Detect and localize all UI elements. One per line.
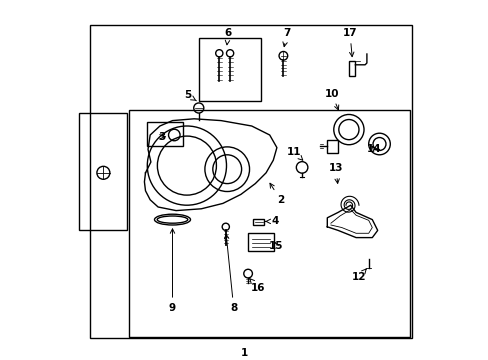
Bar	[253, 219, 264, 225]
Text: 9: 9	[168, 229, 176, 313]
Text: 14: 14	[366, 144, 381, 154]
Bar	[89, 25, 411, 338]
Text: 10: 10	[324, 89, 338, 110]
Bar	[326, 140, 337, 153]
Text: 4: 4	[265, 216, 278, 226]
Bar	[129, 110, 409, 337]
Text: 15: 15	[268, 241, 283, 251]
Text: 1: 1	[241, 348, 247, 358]
Bar	[199, 38, 260, 101]
Bar	[348, 61, 355, 76]
Text: 16: 16	[249, 278, 265, 293]
Text: 5: 5	[183, 90, 196, 101]
Text: 11: 11	[286, 147, 302, 160]
Text: 17: 17	[342, 28, 357, 57]
Text: 6: 6	[224, 28, 231, 45]
Text: 2: 2	[269, 183, 284, 205]
Bar	[147, 122, 183, 146]
Bar	[79, 113, 127, 230]
Text: 12: 12	[351, 269, 366, 282]
Text: 7: 7	[283, 28, 290, 46]
Bar	[247, 233, 273, 251]
Text: 8: 8	[224, 234, 237, 313]
Text: 13: 13	[328, 163, 343, 183]
Text: 3: 3	[159, 132, 166, 142]
